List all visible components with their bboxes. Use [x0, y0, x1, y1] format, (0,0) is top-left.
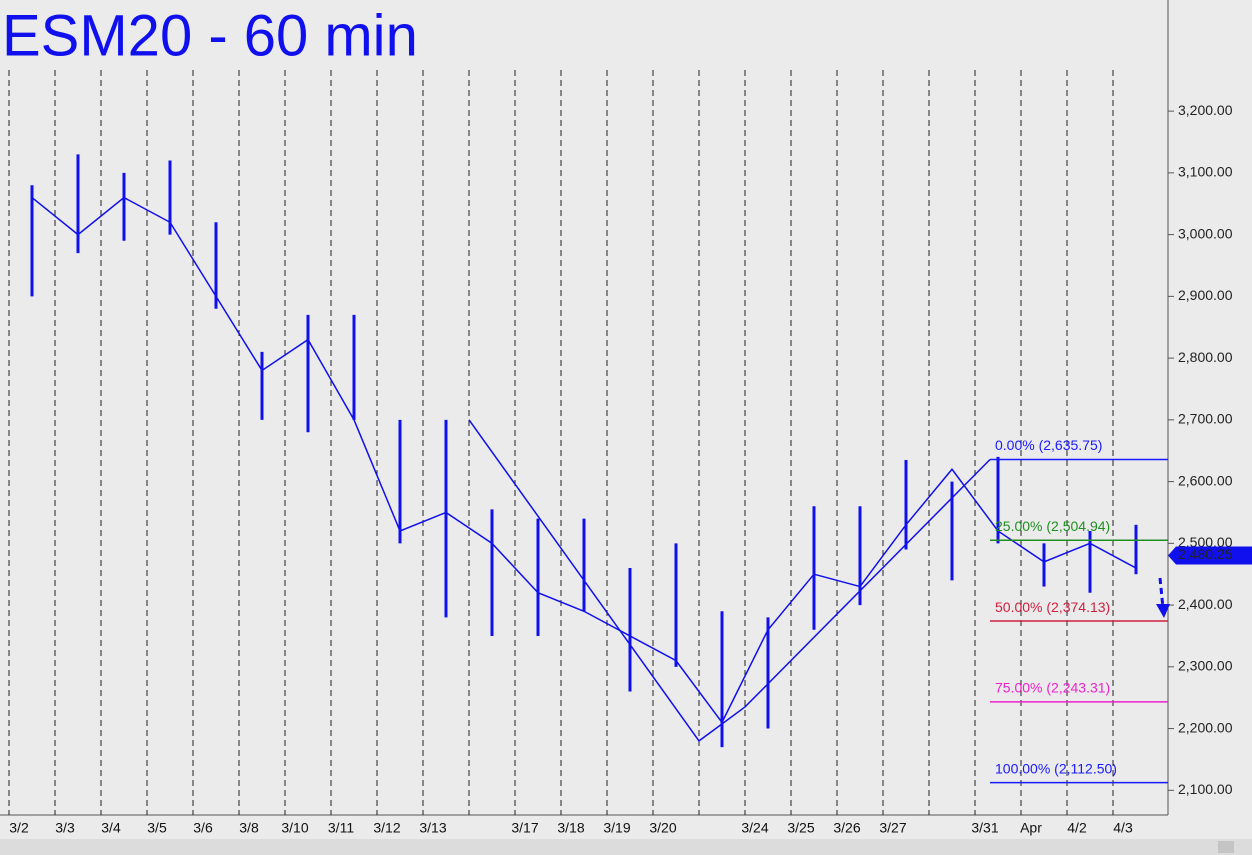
fib-label: 0.00% (2,635.75)	[995, 437, 1102, 453]
y-tick-label: 2,900.00	[1178, 287, 1233, 303]
x-tick-label: 3/20	[649, 820, 676, 836]
fib-label: 100.00% (2,112.50)	[995, 760, 1117, 776]
x-tick-label: Apr	[1020, 820, 1042, 836]
x-tick-label: 3/19	[603, 820, 630, 836]
projection-arrow	[1158, 577, 1165, 609]
y-tick-label: 2,100.00	[1178, 781, 1233, 797]
trendline	[468, 419, 991, 742]
scrollbar	[0, 839, 1252, 855]
scroll-thumb	[1218, 841, 1234, 853]
x-tick-label: 3/2	[9, 820, 29, 836]
fib-label: 50.00% (2,374.13)	[995, 599, 1110, 615]
y-tick-label: 3,000.00	[1178, 225, 1233, 241]
last-price-tag	[1168, 546, 1252, 565]
y-tick-label: 2,200.00	[1178, 719, 1233, 735]
y-tick-label: 2,800.00	[1178, 349, 1233, 365]
x-tick-label: 3/5	[147, 820, 167, 836]
projection-arrowhead	[1156, 604, 1170, 618]
x-tick-label: 3/27	[879, 820, 906, 836]
y-tick-label: 2,400.00	[1178, 596, 1233, 612]
x-tick-label: 3/3	[55, 820, 75, 836]
x-tick-label: 3/24	[741, 820, 768, 836]
x-tick-label: 3/6	[193, 820, 213, 836]
x-tick-label: 3/4	[101, 820, 121, 836]
last-price-label: 2,480.25	[1178, 546, 1233, 562]
x-tick-label: 3/18	[557, 820, 584, 836]
y-tick-label: 3,100.00	[1178, 164, 1233, 180]
x-tick-label: 3/12	[373, 820, 400, 836]
x-tick-label: 3/10	[281, 820, 308, 836]
x-tick-label: 4/2	[1067, 820, 1087, 836]
x-tick-label: 3/17	[511, 820, 538, 836]
x-tick-label: 3/8	[239, 820, 259, 836]
x-tick-label: 3/11	[328, 820, 354, 836]
chart-title: ESM20 - 60 min	[2, 3, 418, 68]
y-tick-label: 2,500.00	[1178, 534, 1233, 550]
x-tick-label: 3/31	[971, 820, 998, 836]
y-tick-label: 2,700.00	[1178, 411, 1233, 427]
x-tick-label: 3/13	[419, 820, 446, 836]
y-tick-label: 2,600.00	[1178, 472, 1233, 488]
x-tick-label: 3/26	[833, 820, 860, 836]
y-tick-label: 2,300.00	[1178, 658, 1233, 674]
close-line	[31, 196, 1137, 724]
y-tick-label: 3,200.00	[1178, 102, 1233, 118]
x-tick-label: 3/25	[787, 820, 814, 836]
x-tick-label: 4/3	[1113, 820, 1133, 836]
fib-label: 75.00% (2,243.31)	[995, 680, 1110, 696]
fib-label: 25.00% (2,504.94)	[995, 518, 1110, 534]
